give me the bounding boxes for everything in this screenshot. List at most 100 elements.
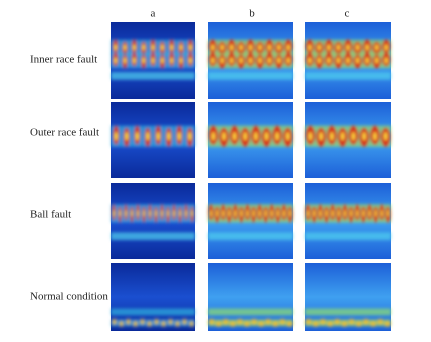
hot-spot bbox=[319, 318, 327, 325]
hot-core bbox=[132, 57, 136, 64]
hot-core bbox=[384, 44, 388, 51]
hot-core bbox=[151, 57, 155, 64]
hot-core bbox=[232, 131, 237, 141]
hot-core bbox=[308, 57, 312, 64]
hot-spot bbox=[326, 320, 334, 327]
spectrogram-panel bbox=[305, 102, 391, 178]
panel-features bbox=[305, 204, 391, 240]
hot-core bbox=[211, 131, 215, 141]
panel-features bbox=[111, 204, 195, 240]
band bbox=[305, 319, 391, 327]
hot-core bbox=[368, 209, 371, 218]
hot-core bbox=[249, 44, 252, 51]
column-label: a bbox=[151, 8, 156, 20]
hot-spot bbox=[272, 320, 279, 327]
hot-core bbox=[277, 44, 281, 51]
hot-spot bbox=[250, 318, 258, 325]
hot-core bbox=[160, 44, 164, 51]
hot-spot bbox=[182, 318, 187, 325]
hot-spot bbox=[265, 318, 272, 325]
hot-core bbox=[344, 209, 346, 218]
hot-core bbox=[337, 209, 340, 218]
hot-core bbox=[258, 44, 262, 51]
hot-spot bbox=[362, 318, 370, 325]
hot-core bbox=[341, 131, 345, 141]
panel-features bbox=[305, 39, 391, 80]
hot-core bbox=[267, 44, 271, 51]
hot-core bbox=[125, 209, 127, 218]
hot-spot bbox=[257, 320, 265, 327]
hot-spot bbox=[112, 318, 117, 325]
hot-core bbox=[211, 44, 215, 51]
hot-core bbox=[220, 44, 224, 51]
band bbox=[111, 308, 195, 316]
hot-core bbox=[267, 57, 271, 64]
hot-spot bbox=[133, 320, 138, 327]
hot-core bbox=[170, 44, 174, 51]
hot-core bbox=[307, 209, 309, 218]
hot-core bbox=[380, 209, 383, 218]
band bbox=[111, 204, 195, 223]
hot-core bbox=[131, 209, 133, 218]
hot-core bbox=[375, 57, 379, 64]
spectrogram-panel bbox=[208, 22, 293, 99]
band bbox=[208, 308, 293, 316]
hot-spot bbox=[215, 320, 222, 327]
hot-spot bbox=[119, 320, 124, 327]
hot-spot bbox=[312, 320, 319, 327]
hot-core bbox=[362, 209, 365, 218]
hot-core bbox=[179, 57, 183, 64]
hot-core bbox=[346, 44, 350, 51]
hot-core bbox=[149, 209, 151, 218]
hot-core bbox=[337, 57, 340, 64]
hot-core bbox=[277, 57, 281, 64]
hot-core bbox=[161, 209, 163, 218]
hot-core bbox=[362, 131, 366, 141]
hot-core bbox=[337, 44, 340, 51]
spectrogram-panel bbox=[111, 102, 195, 178]
hot-core bbox=[210, 209, 212, 218]
band bbox=[305, 125, 391, 147]
hot-core bbox=[264, 131, 269, 141]
hot-spot bbox=[168, 318, 173, 325]
panel-features bbox=[208, 204, 293, 240]
spectrogram-panel bbox=[208, 183, 293, 259]
hot-core bbox=[384, 131, 388, 141]
hot-core bbox=[220, 57, 224, 64]
hot-core bbox=[230, 44, 234, 51]
hot-spot bbox=[154, 318, 159, 325]
hot-core bbox=[222, 209, 225, 218]
hot-core bbox=[286, 131, 290, 141]
hot-core bbox=[114, 131, 118, 141]
hot-core bbox=[365, 44, 369, 51]
hot-core bbox=[356, 44, 359, 51]
hot-core bbox=[135, 131, 139, 141]
panel-features bbox=[111, 39, 195, 80]
spectrogram-panel bbox=[305, 183, 391, 259]
hot-core bbox=[356, 57, 359, 64]
hot-spot bbox=[369, 320, 377, 327]
spectrogram-panel bbox=[111, 263, 195, 331]
hot-core bbox=[155, 209, 157, 218]
hot-core bbox=[114, 57, 118, 64]
hot-spot bbox=[384, 320, 391, 327]
hot-core bbox=[308, 44, 312, 51]
hot-core bbox=[264, 209, 267, 218]
hot-core bbox=[125, 131, 129, 141]
hot-core bbox=[327, 57, 331, 64]
hot-spot bbox=[175, 320, 180, 327]
panel-features bbox=[111, 125, 195, 147]
hot-core bbox=[151, 44, 155, 51]
hot-core bbox=[119, 209, 121, 218]
row-label: Ball fault bbox=[30, 209, 71, 221]
hot-core bbox=[188, 57, 192, 64]
hot-core bbox=[156, 131, 160, 141]
hot-spot bbox=[355, 320, 362, 327]
hot-core bbox=[123, 44, 127, 51]
hot-spot bbox=[147, 320, 152, 327]
column-label: b bbox=[249, 8, 255, 20]
hot-core bbox=[113, 209, 115, 218]
row-label: Inner race fault bbox=[30, 54, 97, 66]
band bbox=[111, 72, 195, 80]
spectrogram-panel bbox=[111, 22, 195, 99]
